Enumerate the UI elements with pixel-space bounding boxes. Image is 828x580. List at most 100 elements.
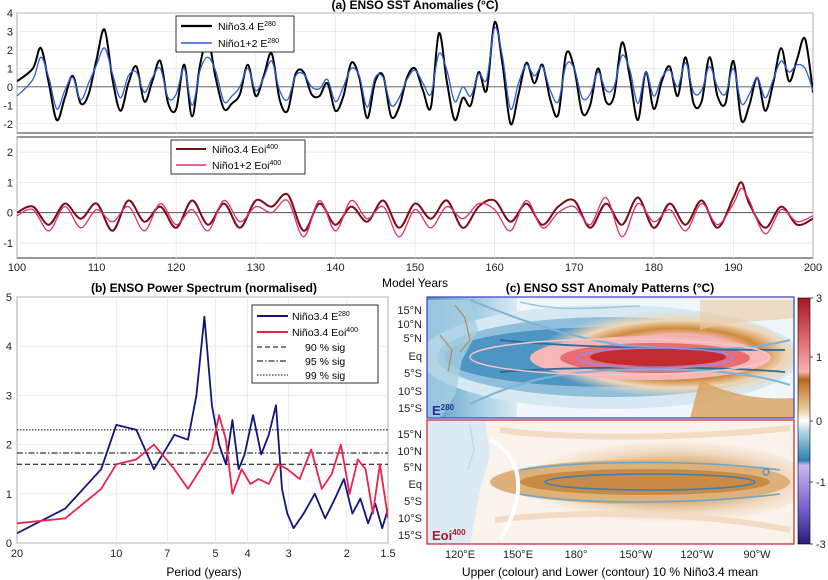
panel-a-bottom-legend: Niño3.4 Eoi400 Niño1+2 Eoi400	[170, 139, 306, 175]
ytick--1: -1	[3, 100, 13, 112]
c-lower-ytick-2: 5°N	[404, 462, 423, 474]
c-xtick-0: 120°E	[445, 549, 475, 561]
series-ni-o1-2-eoi400	[17, 187, 813, 238]
panel-a-bottom-series	[17, 181, 813, 238]
panel-a-bottom-grid	[16, 137, 814, 258]
map-upper-label: E280	[432, 403, 455, 418]
b-ytick-0: 0	[6, 538, 12, 550]
panel-a-top-series	[17, 21, 813, 126]
b-xtick-20: 20	[11, 548, 23, 560]
cbar-tick-1: 1	[816, 352, 822, 364]
ytick--1: -1	[3, 238, 13, 250]
legend-b-nino34-e280: Niño3.4 E280	[292, 311, 350, 323]
panel-b-xlabel: Period (years)	[166, 565, 241, 579]
panel-b-series	[17, 315, 388, 535]
ytick-2: 2	[7, 45, 13, 57]
map-upper-e280	[427, 297, 794, 418]
xtick-190: 190	[724, 262, 742, 274]
b-xtick-1.5: 1.5	[380, 548, 395, 560]
c-upper-ytick-1: 10°N	[397, 319, 422, 331]
b-xtick-4: 4	[244, 548, 250, 560]
legend-nino34-eoi400: Niño3.4 Eoi400	[212, 144, 278, 156]
ytick-4: 4	[7, 8, 13, 20]
c-xtick-3: 150°W	[619, 549, 653, 561]
legend-nino34-e280: Niño3.4 E280	[218, 21, 276, 33]
legend-99-sig: 99 % sig	[305, 370, 345, 382]
map-upper-border	[426, 296, 795, 419]
c-upper-ytick-3: Eq	[409, 351, 422, 363]
cbar-tick--3: -3	[816, 539, 826, 551]
c-upper-ytick-6: 15°S	[398, 403, 422, 415]
c-lower-ytick-5: 10°S	[398, 513, 422, 525]
b-ytick-1: 1	[6, 489, 12, 501]
legend-nino12-e280: Niño1+2 E280	[218, 38, 279, 50]
legend-90-sig: 90 % sig	[305, 342, 345, 354]
c-upper-ytick-2: 5°N	[404, 333, 423, 345]
panel-c-ticks: 120°E 150°E 180° 150°W 120°W 90°W 15°N 15°N 10°N…	[397, 305, 771, 561]
map-lower-eoi400	[427, 420, 794, 544]
xtick-140: 140	[326, 262, 344, 274]
map-lower-border	[426, 419, 795, 545]
b-xtick-7: 7	[164, 548, 170, 560]
ytick--2: -2	[3, 119, 13, 131]
c-xtick-5: 90°W	[743, 549, 771, 561]
panel-a-xticks: 100 110 120 130 140 150 160 170 180 190 200	[8, 262, 822, 274]
map-lower-label: Eoi400	[432, 528, 466, 543]
b-xtick-10: 10	[110, 548, 122, 560]
b-ytick-4: 4	[6, 341, 12, 353]
legend-nino12-eoi400: Niño1+2 Eoi400	[212, 160, 281, 172]
c-upper-ytick-4: 5°S	[404, 368, 422, 380]
panel-b-ticks: 20 10 7 5 4 3 2 1.5 0 1 2 3 4 5	[6, 292, 396, 560]
cbar-tick-3: 3	[816, 293, 822, 305]
ytick-1: 1	[7, 63, 13, 75]
ytick-2: 2	[7, 147, 13, 159]
c-lower-ytick-0: 15°N	[397, 429, 422, 441]
xtick-120: 120	[167, 262, 185, 274]
ytick-0: 0	[7, 82, 13, 94]
panel-c-xlabel: Upper (colour) and Lower (contour) 10 % …	[462, 565, 758, 579]
b-ytick-2: 2	[6, 440, 12, 452]
b-xtick-2: 2	[344, 548, 350, 560]
c-lower-ytick-6: 15°S	[398, 530, 422, 542]
panel-b-title: (b) ENSO Power Spectrum (normalised)	[91, 281, 317, 295]
xtick-200: 200	[804, 262, 822, 274]
ytick-3: 3	[7, 26, 13, 38]
b-xtick-3: 3	[286, 548, 292, 560]
panel-c-title: (c) ENSO SST Anomaly Patterns (°C)	[506, 281, 714, 295]
c-xtick-1: 150°E	[503, 549, 533, 561]
colorbar	[797, 297, 811, 545]
spectrum-ni-o3-4-e280	[17, 315, 388, 535]
ytick-0: 0	[7, 208, 13, 220]
series-ni-o1-2-e280	[17, 26, 813, 111]
cbar-tick-0: 0	[816, 416, 822, 428]
c-upper-ytick-0: 15°N	[397, 305, 422, 317]
ytick-1: 1	[7, 177, 13, 189]
panel-b-legend: Niño3.4 E280 Niño3.4 Eoi400 90 % sig 95 …	[251, 304, 379, 384]
panel-a-xlabel: Model Years	[382, 276, 448, 290]
panel-a-title: (a) ENSO SST Anomalies (°C)	[331, 0, 498, 12]
xtick-110: 110	[88, 262, 106, 274]
panel-a-bottom-yticks: -1 0 1 2	[3, 147, 13, 250]
xtick-130: 130	[247, 262, 265, 274]
cbar-tick--1: -1	[816, 477, 826, 489]
b-ytick-3: 3	[6, 390, 12, 402]
series-ni-o3-4-eoi400	[17, 181, 813, 232]
colorbar-ticks: 3 1 0 -1 -3	[810, 293, 826, 551]
xtick-150: 150	[406, 262, 424, 274]
xtick-170: 170	[565, 262, 583, 274]
legend-b-nino34-eoi400: Niño3.4 Eoi400	[292, 327, 358, 339]
xtick-160: 160	[485, 262, 503, 274]
b-ytick-5: 5	[6, 292, 12, 304]
c-upper-ytick-5: 10°S	[398, 386, 422, 398]
c-lower-ytick-1: 10°N	[397, 446, 422, 458]
c-xtick-2: 180°	[565, 549, 588, 561]
panel-a-top-legend: Niño3.4 E280 Niño1+2 E280	[175, 15, 295, 53]
legend-95-sig: 95 % sig	[305, 356, 345, 368]
b-xtick-5: 5	[212, 548, 218, 560]
c-lower-ytick-4: 5°S	[404, 496, 422, 508]
c-xtick-4: 120°W	[680, 549, 714, 561]
spectrum-ni-o3-4-eoi400	[17, 414, 388, 525]
xtick-180: 180	[645, 262, 663, 274]
panel-a-top-yticks: -2 -1 0 1 2 3 4	[3, 8, 13, 131]
